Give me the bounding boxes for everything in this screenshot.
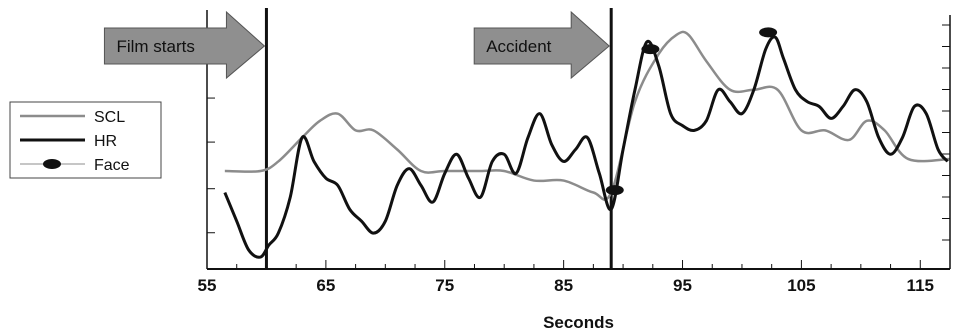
face-markers	[605, 27, 778, 196]
event-lines	[264, 8, 613, 269]
legend-marker-face	[43, 159, 61, 169]
x-tick-label: 105	[787, 276, 815, 295]
x-tick-label: 55	[198, 276, 217, 295]
right-axis	[942, 15, 951, 269]
x-tick-label: 95	[673, 276, 692, 295]
x-axis: 55 65 75 85 95 105 115	[198, 10, 951, 295]
x-tick-label: 75	[435, 276, 454, 295]
face-marker	[641, 44, 660, 55]
annotation-arrow	[473, 10, 610, 80]
x-axis-title: Seconds	[543, 313, 614, 332]
annotation-label: Accident	[486, 37, 551, 56]
face-marker	[759, 27, 778, 38]
legend-label: SCL	[94, 109, 125, 126]
face-marker	[605, 185, 624, 196]
annotations: Film starts Accident	[103, 10, 610, 80]
x-tick-label: 85	[554, 276, 573, 295]
x-tick-label: 65	[316, 276, 335, 295]
legend-label: Face	[94, 157, 130, 174]
hr-series-line	[223, 35, 949, 259]
legend: SCL HR Face	[9, 101, 162, 179]
annotation-arrow	[103, 10, 266, 80]
series-layer	[223, 30, 951, 259]
annotation-label: Film starts	[116, 37, 194, 56]
x-tick-label: 115	[907, 276, 934, 295]
legend-label: HR	[94, 133, 117, 150]
